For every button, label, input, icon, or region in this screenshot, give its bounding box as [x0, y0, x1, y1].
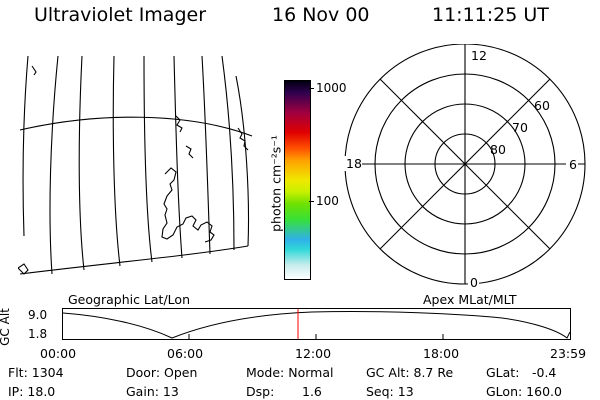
dsp-label: Dsp:	[246, 384, 275, 399]
lat-label-70: 70	[512, 120, 528, 135]
geographic-map	[18, 56, 253, 275]
instrument-title: Ultraviolet Imager	[34, 4, 207, 26]
altitude-ytick-1-8: 1.8	[28, 327, 48, 341]
coastline	[185, 145, 194, 159]
mlt-label-0: 0	[470, 275, 478, 290]
mode-value: Mode: Normal	[246, 365, 334, 380]
colorbar-unit-label: photon cm⁻²s⁻¹	[268, 135, 284, 232]
latitude-line	[19, 116, 253, 137]
meridian-line	[173, 56, 183, 259]
time-label: 11:11:25 UT	[432, 4, 549, 26]
mlt-diagonal	[379, 78, 551, 250]
glat-value: -0.4	[532, 365, 557, 380]
mlt-label-18: 18	[346, 156, 362, 171]
door-status: Door: Open	[126, 365, 198, 380]
gc-altitude: GC Alt: 8.7 Re	[366, 365, 454, 380]
altitude-curve	[62, 310, 571, 339]
meridian-line	[22, 56, 29, 237]
gain-value: Gain: 13	[126, 384, 179, 399]
colorbar-tick	[309, 201, 314, 202]
meridian-line	[49, 56, 59, 275]
meridian-line	[221, 56, 235, 251]
colorbar-tick-label-100: 100	[316, 194, 339, 208]
x-tick-label-0600: 06:00	[167, 346, 204, 361]
map-caption: Geographic Lat/Lon	[68, 292, 190, 307]
coastline	[31, 65, 37, 76]
meridian-line	[112, 56, 121, 267]
altitude-ylabel: GC Alt	[0, 308, 12, 346]
coastline	[161, 167, 215, 243]
x-tick-label-1800: 18:00	[423, 346, 460, 361]
polar-caption: Apex MLat/MLT	[423, 292, 517, 307]
altitude-ytick-9: 9.0	[28, 308, 48, 322]
x-tick-label-1200: 12:00	[295, 346, 332, 361]
altitude-plot	[62, 308, 571, 340]
meridian-line	[78, 56, 85, 271]
x-tick-label-2359: 23:59	[550, 346, 587, 361]
sequence-value: Seq: 13	[366, 384, 414, 399]
polar-plot: 12 6 18 0 60 70 80	[342, 44, 586, 290]
mlt-label-6: 6	[569, 157, 577, 172]
lat-label-60: 60	[534, 98, 550, 113]
mlt-label-12: 12	[471, 48, 487, 63]
date-label: 16 Nov 00	[272, 4, 370, 26]
color-bar	[284, 80, 311, 280]
glat-label: GLat:	[486, 365, 520, 380]
colorbar-tick	[309, 88, 314, 89]
coastline	[237, 127, 249, 151]
coastline	[175, 115, 183, 133]
altitude-frame	[62, 308, 571, 340]
latitude-line	[19, 245, 249, 275]
colorbar-tick-label-1000: 1000	[316, 81, 347, 95]
x-tick-label-0000: 00:00	[40, 346, 77, 361]
ip-value: IP: 18.0	[8, 384, 56, 399]
meridian-line	[143, 56, 153, 263]
coastline	[18, 263, 29, 275]
glon-value: GLon: 160.0	[486, 384, 562, 399]
lat-label-80: 80	[490, 142, 506, 157]
meridian-line	[201, 56, 211, 255]
flight-number: Flt: 1304	[8, 365, 64, 380]
dsp-value: 1.6	[302, 384, 322, 399]
meridian-line	[235, 75, 250, 247]
